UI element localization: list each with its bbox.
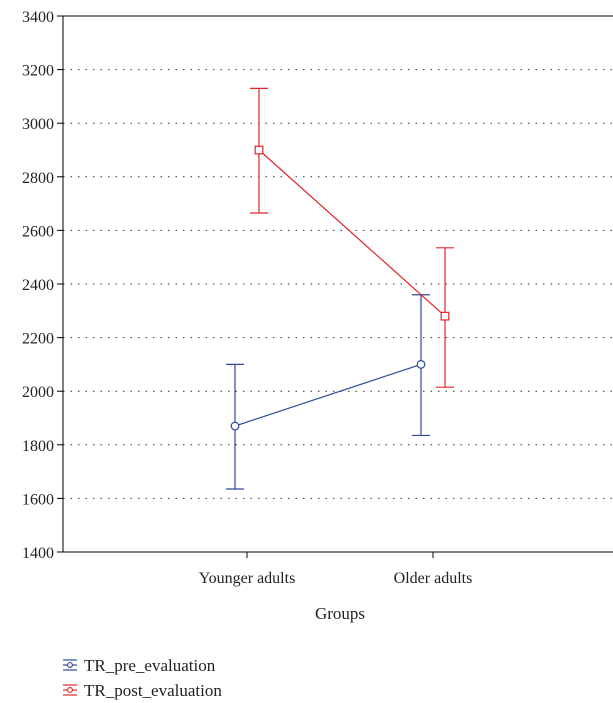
legend: TR_pre_evaluation TR_post_evaluation <box>63 656 222 700</box>
series-TR_post_evaluation <box>250 87 454 388</box>
y-ticks: 1400 1600 1800 2000 2200 2400 2600 2800 3000 3200… <box>22 9 63 562</box>
legend-swatch-marker <box>67 687 73 693</box>
y-tick-label: 1600 <box>22 491 54 508</box>
series-layer <box>226 87 454 490</box>
grid-lines <box>63 69 613 499</box>
y-tick-label: 3400 <box>22 9 54 26</box>
data-point <box>440 311 450 321</box>
y-tick-label: 2200 <box>22 331 54 348</box>
legend-item: TR_pre_evaluation <box>63 656 216 675</box>
legend-label: TR_pre_evaluation <box>84 656 216 675</box>
legend-swatch-marker <box>67 662 73 668</box>
y-tick-label: 1800 <box>22 438 54 455</box>
legend-label: TR_post_evaluation <box>84 681 222 700</box>
data-point <box>230 421 240 431</box>
y-tick-label: 2400 <box>22 277 54 294</box>
x-axis-title: Groups <box>315 604 365 623</box>
data-point <box>416 360 426 369</box>
data-point <box>254 145 264 155</box>
x-tick-label: Older adults <box>394 570 473 587</box>
y-tick-label: 2600 <box>22 223 54 240</box>
x-ticks: Younger adults Older adults <box>199 552 473 587</box>
series-TR_pre_evaluation <box>226 294 430 490</box>
x-tick-label: Younger adults <box>199 570 296 587</box>
y-tick-label: 3200 <box>22 63 54 80</box>
y-tick-label: 3000 <box>22 116 54 133</box>
y-tick-label: 2800 <box>22 170 54 187</box>
legend-item: TR_post_evaluation <box>63 681 222 700</box>
series-line <box>234 363 422 427</box>
y-tick-label: 2000 <box>22 384 54 401</box>
y-tick-label: 1400 <box>22 545 54 562</box>
series-line <box>258 149 446 317</box>
